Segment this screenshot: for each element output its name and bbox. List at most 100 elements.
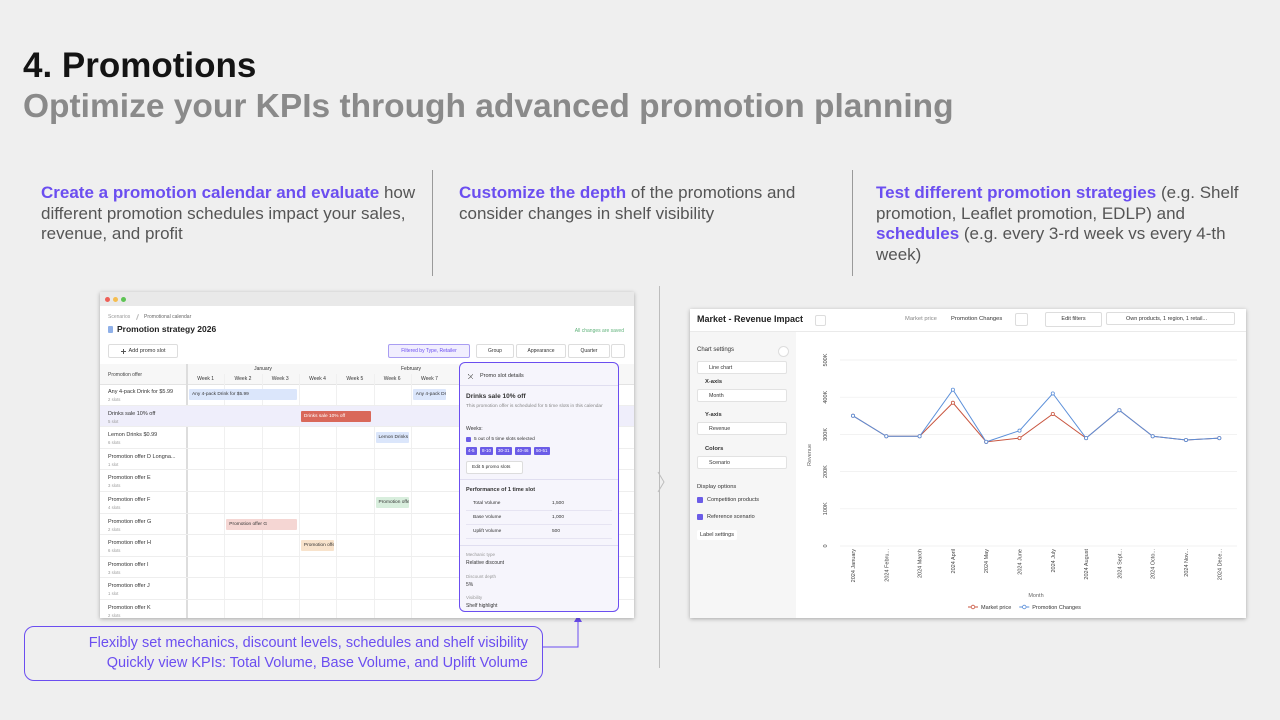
sidebar <box>690 332 796 618</box>
promo-bar[interactable]: Any 4-pack Dri <box>412 389 447 400</box>
setting-value[interactable]: Scenario <box>697 456 787 469</box>
week-chip[interactable]: 50-51 <box>534 447 550 455</box>
calendar-row <box>100 557 634 579</box>
field-value: 5% <box>466 581 474 588</box>
offer-name: Promotion offer F <box>108 497 151 503</box>
toolbar-button[interactable]: Appearance <box>516 344 566 358</box>
week-chip[interactable]: 8-10 <box>480 447 494 455</box>
week-divider <box>224 374 226 618</box>
week-chip[interactable]: 40-46 <box>515 447 531 455</box>
feature-text: Customize the depth of the promotions an… <box>459 183 819 224</box>
add-button[interactable]: Add promo slot <box>108 344 178 358</box>
body-text: (e.g. every 3-rd week vs every 4-th week… <box>876 224 1226 264</box>
toolbar-button[interactable]: Quarter <box>568 344 610 358</box>
week-divider <box>373 374 375 618</box>
highlight-text: Create a promotion calendar and evaluate <box>41 183 380 202</box>
metric-name: Base Volume <box>473 515 502 520</box>
promo-bar-label: Promotion offer G <box>229 521 268 527</box>
callout-connector <box>543 615 582 648</box>
field-label: Discount depth <box>466 573 497 579</box>
callout-line: Flexibly set mechanics, discount levels,… <box>88 635 528 651</box>
offer-note: This promotion offer is scheduled for 5 … <box>466 404 603 409</box>
scenario-label: Market price <box>905 316 937 322</box>
callout-line: Quickly view KPIs: Total Volume, Base Vo… <box>106 655 528 671</box>
column-header: Promotion offer <box>108 372 143 378</box>
body-text: how different promotion schedules impact… <box>41 183 416 243</box>
calendar-row <box>100 535 634 557</box>
highlight-text: Test different promotion strategies <box>876 183 1157 202</box>
offer-name: Promotion offer G <box>108 518 152 525</box>
week-chip[interactable]: 30-31 <box>496 447 512 455</box>
promo-bar[interactable]: Any 4-pack Drink for $5.99 <box>189 389 297 400</box>
revenue-screenshot: Market - Revenue Impact Market price Promo… <box>690 309 1246 618</box>
setting-value[interactable]: Revenue <box>697 422 787 435</box>
panel-title: Market - Revenue Impact <box>697 314 804 324</box>
window-dot <box>113 297 118 302</box>
offer-name: Drinks sale 10% off <box>108 410 156 417</box>
divider <box>659 286 660 668</box>
chevron <box>657 471 665 493</box>
promo-bar[interactable]: Promotion offer G <box>226 518 297 530</box>
offer-slots: 2 slots <box>108 613 121 618</box>
calendar-row <box>100 578 634 600</box>
calendar-row <box>100 514 634 536</box>
week-divider <box>261 374 263 618</box>
button-label: Appearance <box>527 348 555 354</box>
highlight-text: schedules <box>876 224 960 243</box>
promo-bar[interactable]: Promotion offe <box>300 540 335 552</box>
chart-type-select[interactable]: Line chart <box>697 361 787 374</box>
offer-slots: 2 slots <box>108 397 121 402</box>
filter-button[interactable]: Edit filters <box>1045 312 1102 327</box>
setting-value[interactable]: Month <box>697 389 787 402</box>
body-text: (e.g. Shelf promotion, Leaflet promotion… <box>876 183 1239 223</box>
promo-bar-label: Drinks sale 10% off <box>303 413 346 419</box>
panel-title: Promo slot details <box>480 373 524 379</box>
promo-bar[interactable]: Drinks sale 10% off <box>300 410 372 422</box>
breadcrumb-item: Promotional calendar <box>144 314 192 320</box>
promo-bar[interactable]: Lemon Drinks $ <box>375 432 409 444</box>
close-icon <box>468 374 473 379</box>
metric-value: 1,000 <box>552 515 565 520</box>
panel-divider <box>460 385 618 386</box>
button-label: Group <box>488 348 502 354</box>
calendar-row <box>100 470 634 492</box>
swap-button <box>1015 313 1028 326</box>
metric-value: 1,500 <box>552 501 565 506</box>
calendar-title: Promotion strategy 2026 <box>117 324 217 334</box>
offer-name: Promotion offer I <box>108 561 149 568</box>
calendar-screenshot: Scenarios Promotional calendar Promotion s… <box>100 292 634 618</box>
scope-button[interactable]: Own products, 1 region, 1 retail... <box>1106 312 1235 325</box>
field-label: Mechanic type <box>466 552 496 557</box>
offer-slots: 2 slots <box>108 526 121 532</box>
setting-label: X-axis <box>705 379 723 385</box>
offer-name: Promotion offer J <box>108 583 150 590</box>
download-button <box>611 344 625 358</box>
offer-name: Promotion offer E <box>108 475 151 482</box>
setting-label: Y-axis <box>705 412 722 418</box>
label-settings-button[interactable]: Label settings <box>697 530 737 540</box>
breadcrumb-item: Scenarios <box>108 314 131 320</box>
highlight-text: Customize the depth <box>459 183 627 202</box>
week-label: Week 4 <box>309 376 326 382</box>
settings-title: Chart settings <box>697 347 735 353</box>
week-chip[interactable]: 4-5 <box>466 447 477 455</box>
button-label: Quarter <box>580 348 598 354</box>
offer-slots: 1 slot <box>108 461 119 467</box>
edit-button[interactable]: Edit 5 promo slots <box>466 461 524 474</box>
week-divider <box>410 374 412 618</box>
toolbar-button[interactable]: Group <box>476 344 514 358</box>
promo-bar[interactable]: Promotion offer F <box>375 497 409 508</box>
name-column-divider <box>186 364 188 618</box>
body-text: of the promotions and consider changes i… <box>459 183 796 223</box>
field-label: Visibility <box>466 595 483 600</box>
week-label: Week 6 <box>383 376 401 382</box>
toolbar-button[interactable]: Filtered by Type, Retailer <box>388 344 470 358</box>
metric-value: 500 <box>552 529 561 534</box>
week-label: Week 7 <box>421 376 438 382</box>
selected-note: 5 out of 5 time slots selected <box>474 437 535 442</box>
feature-text: Test different promotion strategies (e.g… <box>876 183 1248 265</box>
panel-divider <box>460 545 618 546</box>
field-value: Shelf highlight <box>466 603 498 609</box>
